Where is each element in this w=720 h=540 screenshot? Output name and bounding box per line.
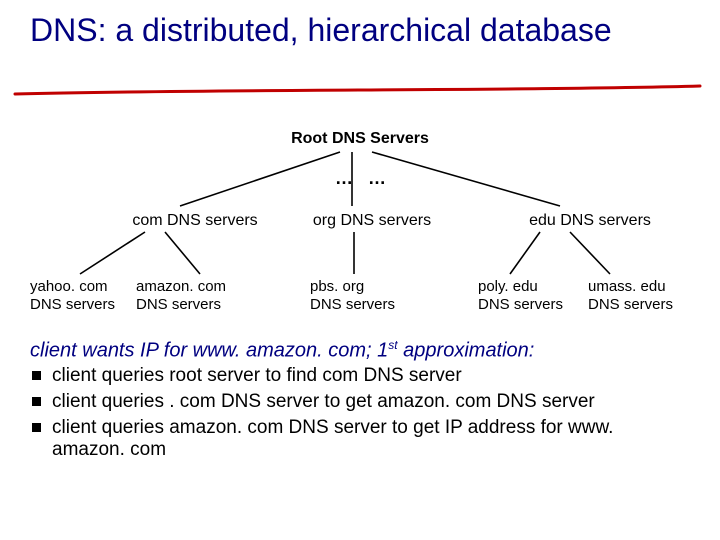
tld-node-2: edu DNS servers	[500, 212, 680, 230]
ellipsis-right: …	[368, 168, 386, 189]
leaf-node-0: yahoo. com DNS servers	[30, 278, 115, 314]
subtitle-suffix: approximation:	[398, 340, 535, 362]
slide-title: DNS: a distributed, hierarchical databas…	[30, 12, 690, 49]
root-node-label: Root DNS Servers	[0, 130, 720, 148]
subtitle-sup: st	[388, 338, 397, 352]
tld-node-1: org DNS servers	[292, 212, 452, 230]
tld-node-0: com DNS servers	[105, 212, 285, 230]
ellipsis-left: …	[335, 168, 353, 189]
leaf-node-1: amazon. com DNS servers	[136, 278, 226, 314]
title-underline	[15, 86, 700, 94]
leaf-node-3: poly. edu DNS servers	[478, 278, 563, 314]
bullet-item-1: client queries . com DNS server to get a…	[30, 391, 670, 414]
leaf-node-4: umass. edu DNS servers	[588, 278, 673, 314]
leaf-node-2: pbs. org DNS servers	[310, 278, 395, 314]
bullet-list: client queries root server to find com D…	[30, 365, 670, 465]
scenario-subtitle: client wants IP for www. amazon. com; 1s…	[30, 338, 534, 363]
slide: DNS: a distributed, hierarchical databas…	[0, 0, 720, 540]
subtitle-prefix: client wants IP for www. amazon. com; 1	[30, 340, 388, 362]
bullet-item-0: client queries root server to find com D…	[30, 365, 670, 388]
bullet-item-2: client queries amazon. com DNS server to…	[30, 417, 670, 463]
